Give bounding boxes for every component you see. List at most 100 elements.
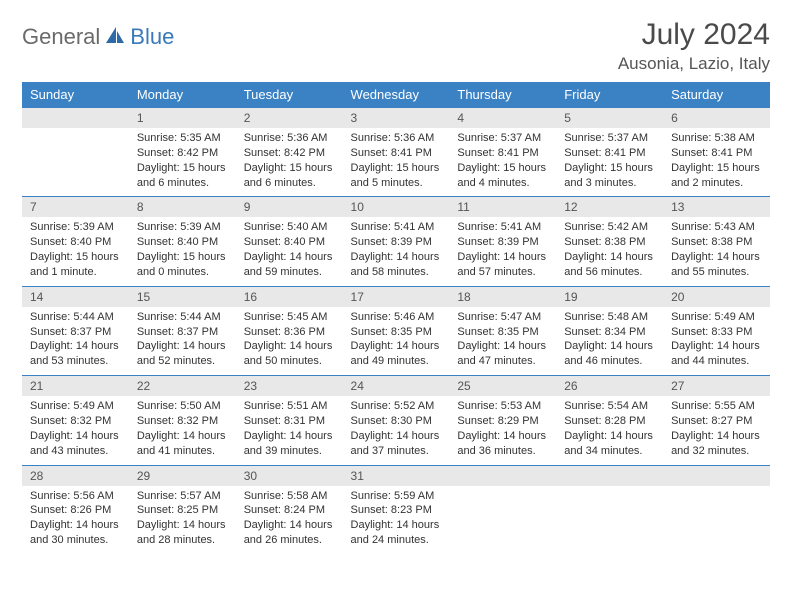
- sunset-line: Sunset: 8:38 PM: [671, 235, 762, 250]
- sunrise-line: Sunrise: 5:38 AM: [671, 131, 762, 146]
- day-body: Sunrise: 5:43 AMSunset: 8:38 PMDaylight:…: [663, 217, 770, 285]
- day-number: 18: [449, 286, 556, 307]
- sunset-line: Sunset: 8:40 PM: [137, 235, 228, 250]
- calendar-body: 1Sunrise: 5:35 AMSunset: 8:42 PMDaylight…: [22, 107, 770, 554]
- day-number: 26: [556, 375, 663, 396]
- daylight-line: Daylight: 15 hours and 5 minutes.: [351, 161, 442, 191]
- day-number: [22, 107, 129, 128]
- sunset-line: Sunset: 8:33 PM: [671, 325, 762, 340]
- sunset-line: Sunset: 8:34 PM: [564, 325, 655, 340]
- day-body: Sunrise: 5:42 AMSunset: 8:38 PMDaylight:…: [556, 217, 663, 285]
- header: General Blue July 2024 Ausonia, Lazio, I…: [22, 18, 770, 74]
- day-body: Sunrise: 5:37 AMSunset: 8:41 PMDaylight:…: [449, 128, 556, 196]
- day-body: Sunrise: 5:57 AMSunset: 8:25 PMDaylight:…: [129, 486, 236, 554]
- day-body: [22, 128, 129, 188]
- calendar-day-cell: 5Sunrise: 5:37 AMSunset: 8:41 PMDaylight…: [556, 107, 663, 196]
- sunrise-line: Sunrise: 5:50 AM: [137, 399, 228, 414]
- day-body: Sunrise: 5:35 AMSunset: 8:42 PMDaylight:…: [129, 128, 236, 196]
- weekday-header: Saturday: [663, 82, 770, 107]
- day-number: 22: [129, 375, 236, 396]
- sunset-line: Sunset: 8:23 PM: [351, 503, 442, 518]
- sunrise-line: Sunrise: 5:45 AM: [244, 310, 335, 325]
- calendar-day-cell: [449, 465, 556, 554]
- day-number: [449, 465, 556, 486]
- daylight-line: Daylight: 15 hours and 3 minutes.: [564, 161, 655, 191]
- daylight-line: Daylight: 14 hours and 39 minutes.: [244, 429, 335, 459]
- sunrise-line: Sunrise: 5:57 AM: [137, 489, 228, 504]
- day-number: 27: [663, 375, 770, 396]
- day-body: Sunrise: 5:41 AMSunset: 8:39 PMDaylight:…: [449, 217, 556, 285]
- day-body: Sunrise: 5:58 AMSunset: 8:24 PMDaylight:…: [236, 486, 343, 554]
- day-number: 20: [663, 286, 770, 307]
- day-body: Sunrise: 5:41 AMSunset: 8:39 PMDaylight:…: [343, 217, 450, 285]
- daylight-line: Daylight: 15 hours and 6 minutes.: [137, 161, 228, 191]
- calendar-day-cell: 17Sunrise: 5:46 AMSunset: 8:35 PMDayligh…: [343, 286, 450, 375]
- calendar-day-cell: 29Sunrise: 5:57 AMSunset: 8:25 PMDayligh…: [129, 465, 236, 554]
- sunrise-line: Sunrise: 5:46 AM: [351, 310, 442, 325]
- sunset-line: Sunset: 8:41 PM: [457, 146, 548, 161]
- daylight-line: Daylight: 14 hours and 57 minutes.: [457, 250, 548, 280]
- day-number: 2: [236, 107, 343, 128]
- calendar-week-row: 7Sunrise: 5:39 AMSunset: 8:40 PMDaylight…: [22, 196, 770, 285]
- weekday-header: Tuesday: [236, 82, 343, 107]
- calendar-week-row: 28Sunrise: 5:56 AMSunset: 8:26 PMDayligh…: [22, 465, 770, 554]
- location-subtitle: Ausonia, Lazio, Italy: [618, 54, 770, 74]
- day-number: 17: [343, 286, 450, 307]
- day-number: [556, 465, 663, 486]
- day-number: [663, 465, 770, 486]
- sunset-line: Sunset: 8:35 PM: [351, 325, 442, 340]
- sunrise-line: Sunrise: 5:37 AM: [457, 131, 548, 146]
- sunrise-line: Sunrise: 5:52 AM: [351, 399, 442, 414]
- sunset-line: Sunset: 8:40 PM: [30, 235, 121, 250]
- sunrise-line: Sunrise: 5:49 AM: [671, 310, 762, 325]
- sunset-line: Sunset: 8:36 PM: [244, 325, 335, 340]
- day-number: 24: [343, 375, 450, 396]
- calendar-day-cell: 1Sunrise: 5:35 AMSunset: 8:42 PMDaylight…: [129, 107, 236, 196]
- daylight-line: Daylight: 14 hours and 24 minutes.: [351, 518, 442, 548]
- daylight-line: Daylight: 15 hours and 2 minutes.: [671, 161, 762, 191]
- day-body: Sunrise: 5:51 AMSunset: 8:31 PMDaylight:…: [236, 396, 343, 464]
- sunset-line: Sunset: 8:42 PM: [244, 146, 335, 161]
- calendar-day-cell: [556, 465, 663, 554]
- day-body: Sunrise: 5:40 AMSunset: 8:40 PMDaylight:…: [236, 217, 343, 285]
- calendar-day-cell: 15Sunrise: 5:44 AMSunset: 8:37 PMDayligh…: [129, 286, 236, 375]
- sunrise-line: Sunrise: 5:40 AM: [244, 220, 335, 235]
- sunset-line: Sunset: 8:39 PM: [351, 235, 442, 250]
- sunrise-line: Sunrise: 5:44 AM: [30, 310, 121, 325]
- day-body: Sunrise: 5:38 AMSunset: 8:41 PMDaylight:…: [663, 128, 770, 196]
- daylight-line: Daylight: 14 hours and 44 minutes.: [671, 339, 762, 369]
- sunset-line: Sunset: 8:29 PM: [457, 414, 548, 429]
- sunset-line: Sunset: 8:41 PM: [564, 146, 655, 161]
- calendar-day-cell: 8Sunrise: 5:39 AMSunset: 8:40 PMDaylight…: [129, 196, 236, 285]
- day-body: Sunrise: 5:49 AMSunset: 8:33 PMDaylight:…: [663, 307, 770, 375]
- calendar-day-cell: 20Sunrise: 5:49 AMSunset: 8:33 PMDayligh…: [663, 286, 770, 375]
- calendar-day-cell: 23Sunrise: 5:51 AMSunset: 8:31 PMDayligh…: [236, 375, 343, 464]
- sunrise-line: Sunrise: 5:44 AM: [137, 310, 228, 325]
- daylight-line: Daylight: 14 hours and 56 minutes.: [564, 250, 655, 280]
- day-body: Sunrise: 5:44 AMSunset: 8:37 PMDaylight:…: [22, 307, 129, 375]
- sunrise-line: Sunrise: 5:36 AM: [351, 131, 442, 146]
- logo-text-general: General: [22, 24, 100, 50]
- sunrise-line: Sunrise: 5:36 AM: [244, 131, 335, 146]
- calendar-week-row: 14Sunrise: 5:44 AMSunset: 8:37 PMDayligh…: [22, 286, 770, 375]
- day-body: Sunrise: 5:49 AMSunset: 8:32 PMDaylight:…: [22, 396, 129, 464]
- daylight-line: Daylight: 14 hours and 37 minutes.: [351, 429, 442, 459]
- sunrise-line: Sunrise: 5:39 AM: [137, 220, 228, 235]
- sunrise-line: Sunrise: 5:53 AM: [457, 399, 548, 414]
- day-number: 16: [236, 286, 343, 307]
- sunset-line: Sunset: 8:38 PM: [564, 235, 655, 250]
- day-body: Sunrise: 5:36 AMSunset: 8:41 PMDaylight:…: [343, 128, 450, 196]
- sunset-line: Sunset: 8:31 PM: [244, 414, 335, 429]
- calendar-day-cell: 11Sunrise: 5:41 AMSunset: 8:39 PMDayligh…: [449, 196, 556, 285]
- sunset-line: Sunset: 8:35 PM: [457, 325, 548, 340]
- sunset-line: Sunset: 8:41 PM: [671, 146, 762, 161]
- day-number: 14: [22, 286, 129, 307]
- calendar-week-row: 1Sunrise: 5:35 AMSunset: 8:42 PMDaylight…: [22, 107, 770, 196]
- logo: General Blue: [22, 24, 174, 50]
- day-body: [556, 486, 663, 546]
- sunrise-line: Sunrise: 5:54 AM: [564, 399, 655, 414]
- calendar-week-row: 21Sunrise: 5:49 AMSunset: 8:32 PMDayligh…: [22, 375, 770, 464]
- sunset-line: Sunset: 8:40 PM: [244, 235, 335, 250]
- calendar-day-cell: 9Sunrise: 5:40 AMSunset: 8:40 PMDaylight…: [236, 196, 343, 285]
- calendar-day-cell: 13Sunrise: 5:43 AMSunset: 8:38 PMDayligh…: [663, 196, 770, 285]
